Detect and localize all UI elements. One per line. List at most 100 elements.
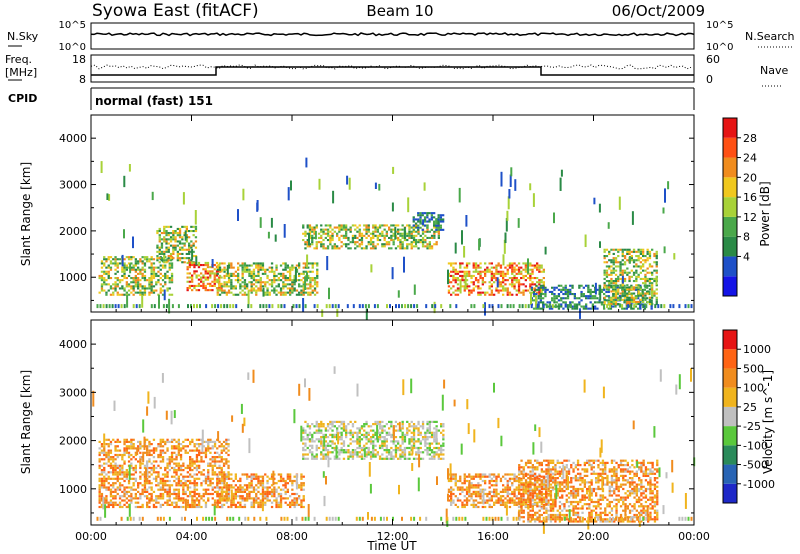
velocity-cell bbox=[221, 497, 224, 500]
velocity-cell bbox=[397, 440, 400, 443]
power-echo bbox=[191, 248, 194, 260]
power-cell bbox=[526, 272, 530, 275]
velocity-cell bbox=[107, 464, 110, 467]
velocity-cell bbox=[474, 492, 478, 496]
power-cell bbox=[273, 272, 276, 275]
power-cell bbox=[185, 240, 188, 243]
velocity-cell bbox=[237, 488, 240, 491]
power-cell bbox=[648, 280, 652, 283]
power-cell bbox=[232, 272, 235, 275]
power-cell bbox=[166, 289, 169, 292]
power-echo bbox=[150, 304, 153, 309]
velocity-cell bbox=[385, 440, 388, 443]
power-cell bbox=[354, 241, 357, 244]
power-cell bbox=[430, 247, 434, 250]
velocity-cell bbox=[322, 425, 325, 428]
power-echo bbox=[397, 290, 400, 298]
velocity-cell bbox=[175, 453, 178, 457]
power-echo bbox=[283, 304, 286, 309]
power-cell bbox=[275, 289, 278, 292]
velocity-cell bbox=[349, 433, 352, 436]
velocity-cell bbox=[465, 479, 469, 483]
power-cell bbox=[161, 266, 165, 269]
power-cell bbox=[623, 263, 627, 266]
power-cell bbox=[454, 262, 457, 265]
power-echo bbox=[277, 304, 280, 309]
velocity-cell bbox=[184, 484, 187, 487]
power-echo bbox=[283, 224, 286, 238]
power-cell bbox=[612, 295, 615, 298]
power-cell bbox=[168, 293, 171, 296]
power-cell bbox=[320, 224, 323, 227]
velocity-cell bbox=[141, 505, 144, 509]
velocity-cell bbox=[182, 499, 185, 502]
velocity-cell bbox=[474, 473, 478, 476]
velocity-cell bbox=[255, 495, 258, 498]
velocity-cell bbox=[363, 444, 366, 447]
power-cell bbox=[302, 239, 305, 242]
velocity-cell bbox=[394, 420, 398, 423]
velocity-cell bbox=[209, 440, 212, 443]
power-cell bbox=[642, 265, 645, 268]
power-cell bbox=[291, 285, 294, 288]
power-cell bbox=[107, 266, 110, 269]
velocity-cell bbox=[306, 446, 309, 450]
power-cell bbox=[336, 232, 339, 235]
power-cell bbox=[307, 293, 310, 296]
velocity-cell bbox=[428, 431, 431, 434]
power-cell bbox=[204, 278, 207, 281]
power-echo bbox=[214, 304, 217, 309]
velocity-cell bbox=[121, 469, 124, 472]
velocity-cell bbox=[474, 495, 478, 498]
power-cell bbox=[306, 232, 309, 235]
velocity-cell bbox=[146, 503, 149, 506]
power-cell bbox=[456, 293, 460, 296]
velocity-cell bbox=[484, 492, 487, 496]
velocity-cell bbox=[282, 484, 285, 487]
power-cell bbox=[356, 230, 359, 233]
velocity-cell bbox=[345, 431, 348, 434]
power-cell bbox=[123, 272, 126, 275]
velocity-cell bbox=[333, 449, 336, 452]
power-cell bbox=[406, 234, 409, 237]
power-cell bbox=[185, 257, 188, 260]
velocity-cell bbox=[284, 479, 287, 483]
velocity-cell bbox=[223, 490, 226, 493]
power-echo bbox=[609, 304, 612, 309]
power-cell bbox=[243, 293, 247, 296]
power-cell bbox=[617, 303, 620, 306]
velocity-cell bbox=[204, 477, 208, 480]
power-cell bbox=[309, 287, 312, 290]
velocity-cell bbox=[107, 475, 110, 478]
power-cell bbox=[204, 270, 207, 273]
velocity-cell bbox=[484, 479, 487, 483]
velocity-cell bbox=[189, 458, 192, 461]
power-echo bbox=[566, 304, 569, 309]
power-cell bbox=[241, 272, 244, 275]
velocity-cell bbox=[141, 503, 144, 506]
power-cell bbox=[410, 245, 413, 248]
power-cell bbox=[594, 305, 597, 308]
power-cell bbox=[637, 259, 640, 262]
power-cell bbox=[499, 264, 503, 267]
velocity-cell bbox=[207, 438, 210, 441]
velocity-cell bbox=[415, 425, 418, 428]
power-cell bbox=[234, 287, 237, 290]
velocity-cell bbox=[248, 475, 251, 478]
power-cell bbox=[293, 287, 296, 290]
velocity-cell bbox=[175, 471, 178, 474]
velocity-cell bbox=[406, 420, 409, 423]
power-cell bbox=[148, 258, 151, 261]
power-cell bbox=[237, 274, 240, 277]
power-cell bbox=[479, 277, 482, 280]
power-cell bbox=[340, 224, 343, 227]
velocity-cell bbox=[137, 497, 140, 500]
power-cell bbox=[653, 292, 656, 295]
power-echo bbox=[126, 295, 129, 308]
velocity-cell bbox=[193, 484, 196, 487]
power-cell bbox=[412, 216, 415, 219]
velocity-cell bbox=[243, 503, 247, 506]
power-cell bbox=[358, 224, 361, 227]
velocity-cell bbox=[417, 427, 420, 430]
velocity-cell bbox=[298, 503, 301, 506]
